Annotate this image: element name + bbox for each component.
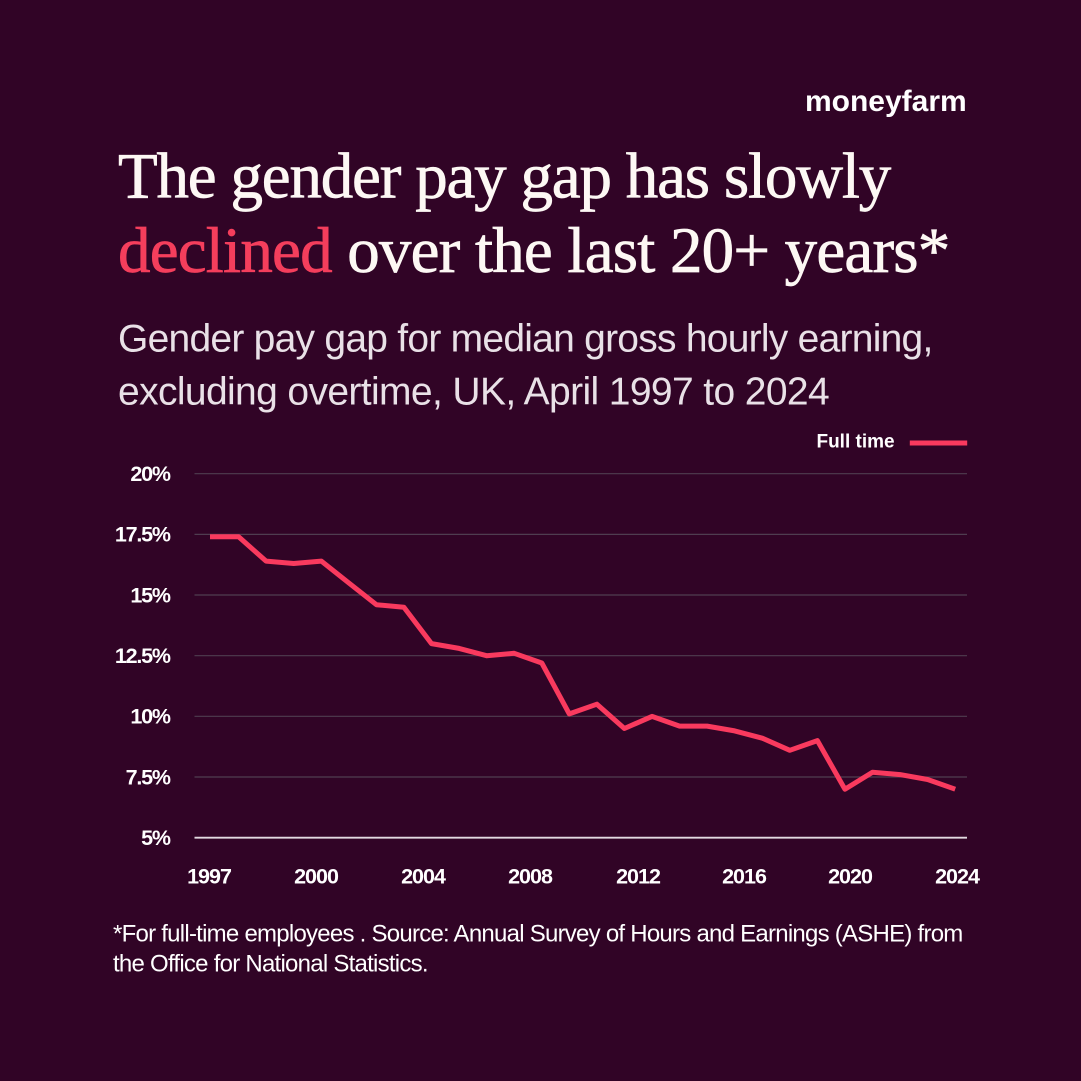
svg-text:the Office for National Statis: the Office for National Statistics. — [113, 951, 428, 978]
svg-text:2016: 2016 — [722, 864, 767, 888]
svg-text:Gender pay gap for median gros: Gender pay gap for median gross hourly e… — [118, 317, 933, 360]
svg-text:15%: 15% — [130, 583, 171, 607]
svg-text:7.5%: 7.5% — [126, 765, 171, 789]
svg-text:2008: 2008 — [508, 864, 553, 888]
svg-text:1997: 1997 — [187, 864, 232, 888]
svg-text:2000: 2000 — [294, 864, 339, 888]
svg-text:20%: 20% — [130, 462, 171, 486]
svg-text:2020: 2020 — [828, 864, 873, 888]
svg-text:17.5%: 17.5% — [115, 523, 171, 547]
svg-text:*For full-time employees . Sou: *For full-time employees . Source: Annua… — [113, 921, 963, 948]
svg-text:2012: 2012 — [616, 864, 661, 888]
svg-text:5%: 5% — [141, 826, 171, 850]
svg-text:moneyfarm: moneyfarm — [805, 85, 967, 118]
svg-text:Full time: Full time — [816, 432, 894, 453]
svg-text:2004: 2004 — [401, 864, 446, 888]
svg-text:The gender pay gap has slowly: The gender pay gap has slowly — [118, 140, 892, 212]
svg-text:10%: 10% — [130, 705, 171, 729]
svg-text:excluding overtime, UK, April: excluding overtime, UK, April 1997 to 20… — [118, 371, 829, 414]
svg-text:12.5%: 12.5% — [115, 644, 171, 668]
svg-text:2024: 2024 — [935, 864, 980, 888]
svg-text:declined over the last 20+ yea: declined over the last 20+ years* — [118, 215, 950, 287]
